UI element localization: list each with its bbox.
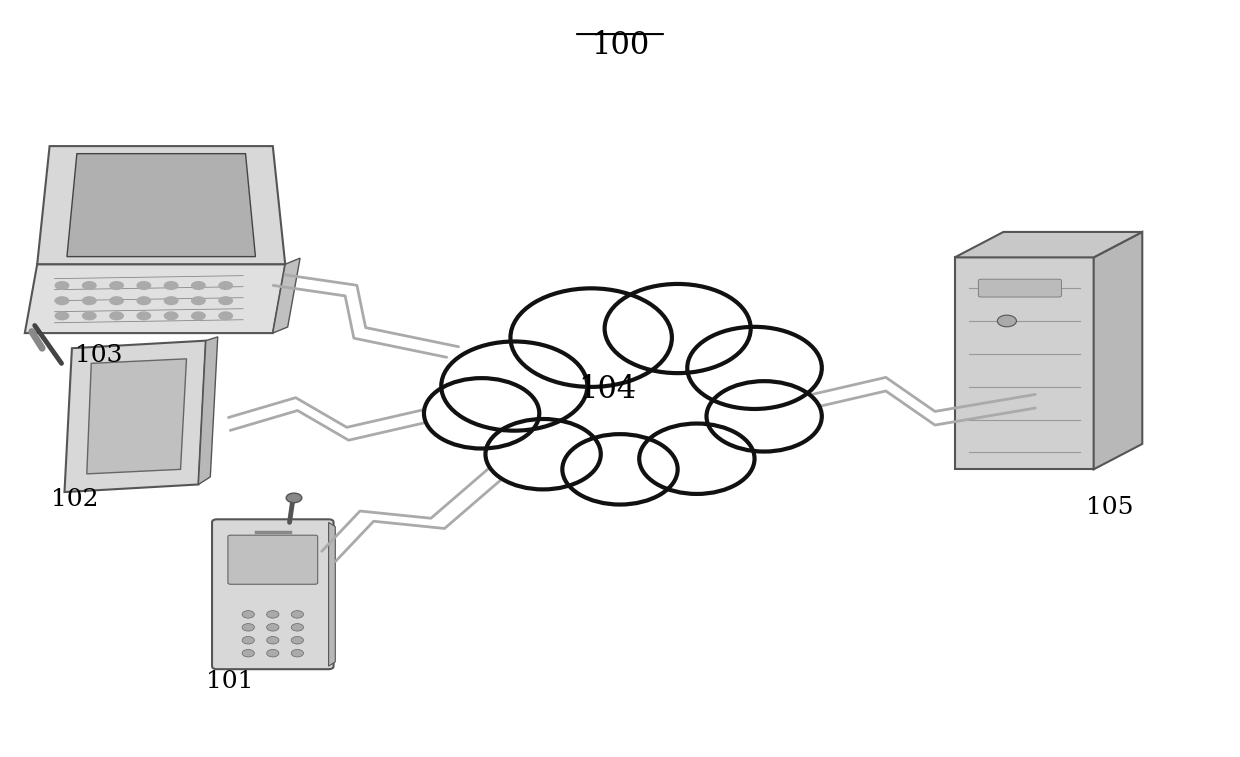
Polygon shape [64,341,206,492]
Circle shape [191,281,206,290]
Circle shape [191,311,206,320]
Circle shape [563,435,677,505]
Circle shape [164,296,179,305]
Text: 103: 103 [76,344,123,367]
Circle shape [218,311,233,320]
Polygon shape [273,258,300,333]
Circle shape [687,327,822,409]
Polygon shape [198,337,218,484]
Polygon shape [37,146,285,264]
Circle shape [218,296,233,305]
Text: 102: 102 [51,488,98,511]
Circle shape [291,637,304,644]
Text: 100: 100 [591,30,649,61]
FancyBboxPatch shape [978,279,1061,297]
Circle shape [640,424,754,494]
Circle shape [55,311,69,320]
Polygon shape [87,359,186,474]
Polygon shape [1094,232,1142,469]
Circle shape [109,281,124,290]
Circle shape [109,311,124,320]
Text: 104: 104 [579,375,636,405]
Circle shape [82,296,97,305]
Circle shape [191,296,206,305]
Circle shape [286,493,301,503]
Circle shape [242,650,254,657]
FancyBboxPatch shape [212,519,334,669]
Circle shape [707,382,822,451]
Text: 105: 105 [1086,496,1133,519]
Polygon shape [25,264,285,333]
Circle shape [82,311,97,320]
Circle shape [267,611,279,618]
Circle shape [291,624,304,631]
Circle shape [997,315,1017,327]
Circle shape [55,281,69,290]
Circle shape [242,611,254,618]
Circle shape [291,611,304,618]
Circle shape [605,284,750,373]
Circle shape [511,288,672,387]
Circle shape [218,281,233,290]
Circle shape [441,341,588,431]
Circle shape [291,650,304,657]
Circle shape [267,650,279,657]
Polygon shape [955,232,1142,257]
Text: 101: 101 [206,670,253,693]
Circle shape [424,378,539,448]
Circle shape [136,281,151,290]
Circle shape [164,311,179,320]
Circle shape [242,624,254,631]
Polygon shape [67,154,255,257]
Circle shape [82,281,97,290]
Polygon shape [955,257,1094,469]
Circle shape [136,311,151,320]
Circle shape [109,296,124,305]
Circle shape [242,637,254,644]
Circle shape [164,281,179,290]
Polygon shape [329,522,335,666]
Circle shape [136,296,151,305]
Circle shape [267,624,279,631]
Circle shape [267,637,279,644]
FancyBboxPatch shape [228,535,317,584]
Circle shape [486,419,600,490]
Circle shape [55,296,69,305]
